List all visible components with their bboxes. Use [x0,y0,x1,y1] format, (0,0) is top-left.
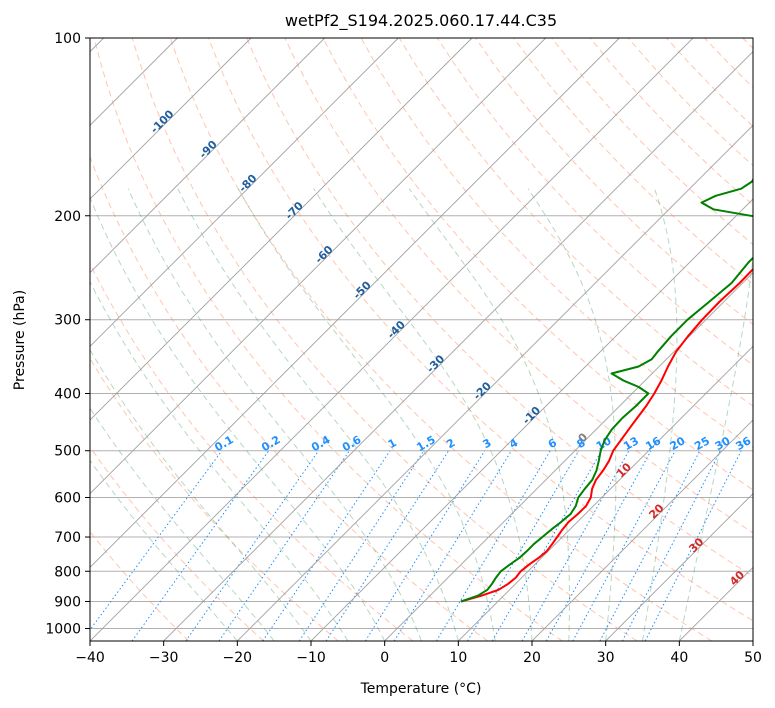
y-tick-label: 700 [54,530,81,546]
dry-adiabat [513,38,753,285]
moist-adiabat [642,188,678,641]
skewed-isotherms [90,38,753,641]
dewpoint-profile [460,177,753,603]
isotherm-line [90,38,694,641]
moist-adiabats [90,188,753,641]
chart-title: wetPf2_S194.2025.060.17.44.C35 [285,11,557,31]
moist-adiabat [313,188,533,641]
x-tick-label: 30 [597,650,615,666]
dry-adiabat [475,38,753,325]
mixing-ratio-lines [90,450,742,641]
dry-adiabat [284,38,753,534]
isotherm-line [531,419,753,641]
x-tick-label: 50 [744,650,762,666]
dry-adiabat [169,38,712,641]
isotherm-line [90,38,252,200]
y-tick-label: 900 [54,594,81,610]
isotherm-line [90,38,325,274]
isotherm-line [90,38,620,568]
mixing-ratio-line [364,450,486,641]
y-tick-label: 200 [54,209,81,225]
mixing-ratio-line [467,450,580,641]
dry-adiabat [322,38,753,491]
moist-adiabat [127,188,422,641]
mixing-ratio-line [572,450,676,641]
dry-adiabats [90,38,753,641]
moist-adiabat [237,188,496,641]
mixing-ratio-line [435,450,551,641]
mixing-ratio-line [521,450,630,641]
isotherm-line [237,124,753,641]
isotherm-line [310,198,753,641]
pressure-grid [90,38,753,629]
dry-adiabat [90,357,339,641]
x-tick-label: 0 [380,650,389,666]
mixing-ratio-line [90,450,223,631]
x-tick-label: −20 [223,650,253,666]
dry-adiabat [93,38,563,641]
mixing-ratio-label: 36 [734,434,754,453]
y-axis-title: Pressure (hPa) [12,290,28,390]
isotherm-line [90,38,399,347]
x-tick-label: −40 [75,650,105,666]
moist-adiabat [527,188,617,641]
y-axis-ticks: 100 200 300 400 500 600 700 800 900 1000 [45,31,90,637]
y-tick-label: 800 [54,564,81,580]
x-tick-label: 10 [449,650,467,666]
y-tick-label: 400 [54,387,81,403]
mixing-ratio-line [185,450,320,641]
plot-frame [89,37,754,642]
x-tick-label: 40 [670,650,688,666]
y-tick-label: 600 [54,490,81,506]
moist-adiabat [90,196,386,641]
mixing-ratio-line [325,450,450,641]
x-tick-label: 20 [523,650,541,666]
dry-adiabat [246,38,753,578]
moist-adiabat [678,253,753,641]
moist-adiabat [177,188,459,641]
isotherm-line [458,345,753,641]
isotherm-line [605,493,753,641]
mixing-ratio-line [218,450,350,641]
mixing-ratio-line [393,450,512,641]
moist-adiabat [90,459,238,641]
mixing-ratio-line [131,450,270,641]
dry-adiabat [208,38,753,622]
mixing-ratio-line [491,450,602,641]
y-tick-label: 100 [54,31,81,47]
x-axis-ticks: −40 −30 −20 −10 0 10 20 30 40 50 [75,641,762,666]
x-tick-label: −10 [296,650,326,666]
isotherm-line [90,38,473,421]
x-axis-title: Temperature (°C) [360,681,482,697]
moist-adiabat [90,280,349,641]
dry-adiabat [90,262,414,641]
dry-adiabat [90,446,264,641]
dry-adiabat [131,38,638,641]
profile-series [460,177,753,603]
y-tick-label: 1000 [45,621,81,637]
y-tick-label: 300 [54,313,81,329]
x-tick-label: −30 [149,650,179,666]
isotherm-line [90,38,546,495]
y-tick-label: 500 [54,444,81,460]
isotherm-line [163,51,753,641]
temperature-profile [460,267,753,603]
